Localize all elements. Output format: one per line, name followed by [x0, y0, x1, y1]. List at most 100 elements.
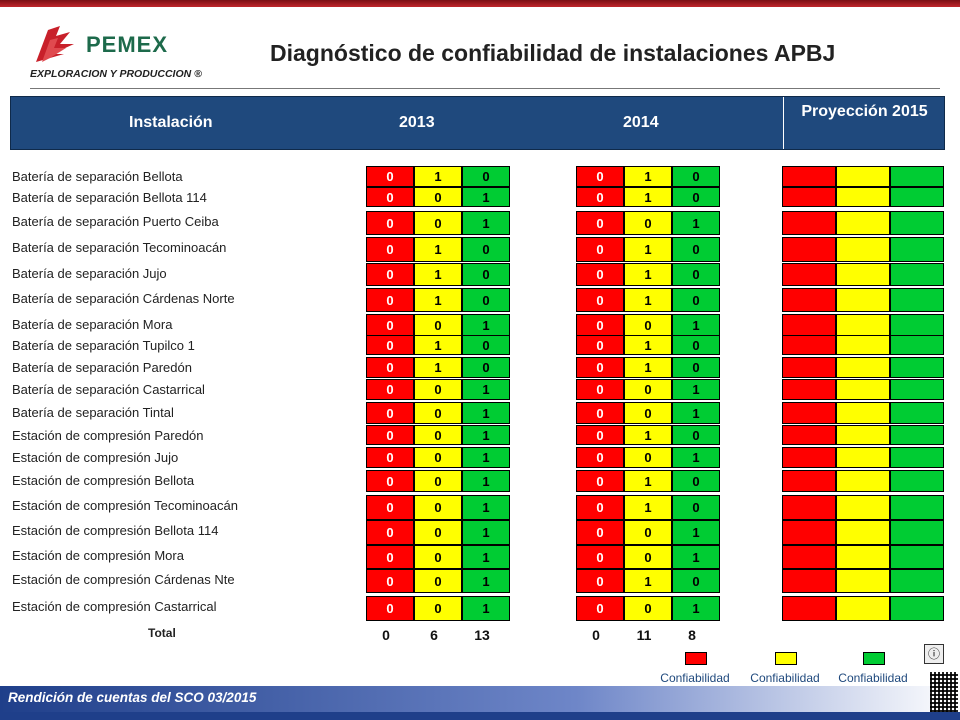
row-label: Batería de separación Puerto Ceiba — [12, 214, 219, 229]
projection-cell — [890, 569, 944, 593]
y2013-cell: 0 — [366, 237, 414, 262]
projection-cell — [836, 211, 890, 235]
row-label: Batería de separación Castarrical — [12, 382, 205, 397]
y2013-cell: 1 — [462, 520, 510, 545]
y2013-cell: 1 — [462, 495, 510, 520]
y2013-cell: 0 — [366, 495, 414, 520]
projection-cell — [782, 447, 836, 468]
y2014-cell: 0 — [576, 569, 624, 593]
y2013-cell: 1 — [462, 425, 510, 445]
y2013-cell: 0 — [462, 166, 510, 187]
y2014-cell: 0 — [672, 495, 720, 520]
total-label: Total — [148, 626, 176, 640]
y2013-cell: 0 — [414, 520, 462, 545]
y2013-cell: 0 — [414, 569, 462, 593]
projection-cell — [836, 545, 890, 569]
y2013-cell: 0 — [366, 263, 414, 286]
y2014-cell: 0 — [576, 402, 624, 424]
projection-cell — [782, 335, 836, 355]
y2014-cell: 0 — [672, 263, 720, 286]
col-header-projection-label: Proyección 2015 — [801, 103, 928, 120]
total-2014-green: 8 — [688, 627, 696, 643]
projection-cell — [890, 447, 944, 468]
y2013-cell: 0 — [462, 357, 510, 378]
y2013-cell: 1 — [462, 379, 510, 400]
y2014-cell: 1 — [624, 237, 672, 262]
y2013-cell: 0 — [414, 425, 462, 445]
y2014-cell: 1 — [672, 211, 720, 235]
y2013-cell: 0 — [366, 569, 414, 593]
y2014-cell: 0 — [672, 187, 720, 207]
y2014-cell: 1 — [624, 335, 672, 355]
row-label: Batería de separación Bellota 114 — [12, 190, 207, 205]
projection-cell — [836, 402, 890, 424]
projection-cell — [782, 237, 836, 262]
y2013-cell: 0 — [414, 596, 462, 621]
legend-yellow-swatch — [775, 652, 797, 665]
y2014-cell: 0 — [624, 596, 672, 621]
projection-cell — [836, 314, 890, 336]
y2014-cell: 0 — [672, 237, 720, 262]
projection-cell — [782, 470, 836, 492]
y2014-cell: 0 — [576, 470, 624, 492]
y2014-cell: 0 — [576, 187, 624, 207]
y2013-cell: 1 — [414, 237, 462, 262]
y2013-cell: 0 — [366, 288, 414, 312]
y2013-cell: 0 — [414, 314, 462, 336]
y2014-cell: 0 — [624, 314, 672, 336]
info-icon[interactable]: ⓘ — [924, 644, 944, 664]
y2014-cell: 0 — [624, 520, 672, 545]
y2013-cell: 0 — [414, 402, 462, 424]
pemex-eagle-icon — [36, 26, 74, 62]
projection-cell — [782, 545, 836, 569]
y2014-cell: 0 — [672, 357, 720, 378]
y2013-cell: 1 — [462, 447, 510, 468]
row-label: Batería de separación Tintal — [12, 405, 174, 420]
y2013-cell: 0 — [366, 470, 414, 492]
y2013-cell: 0 — [414, 211, 462, 235]
y2014-cell: 0 — [672, 425, 720, 445]
projection-cell — [890, 520, 944, 545]
projection-cell — [890, 335, 944, 355]
projection-cell — [836, 447, 890, 468]
projection-cell — [782, 211, 836, 235]
y2014-cell: 0 — [624, 379, 672, 400]
col-header-2013: 2013 — [399, 114, 435, 131]
total-2013-red: 0 — [382, 627, 390, 643]
y2014-cell: 1 — [672, 520, 720, 545]
row-label: Estación de compresión Tecominoacán — [12, 498, 238, 513]
y2013-cell: 1 — [462, 545, 510, 569]
pemex-logo: PEMEX EXPLORACION Y PRODUCCION ® — [30, 22, 202, 82]
y2013-cell: 1 — [414, 335, 462, 355]
projection-cell — [782, 402, 836, 424]
y2013-cell: 1 — [414, 263, 462, 286]
projection-cell — [782, 425, 836, 445]
projection-cell — [836, 470, 890, 492]
y2014-cell: 0 — [576, 314, 624, 336]
y2014-cell: 0 — [576, 335, 624, 355]
y2013-cell: 1 — [462, 569, 510, 593]
total-2013-yellow: 6 — [430, 627, 438, 643]
y2014-cell: 1 — [672, 314, 720, 336]
y2013-cell: 0 — [366, 447, 414, 468]
y2013-cell: 1 — [462, 314, 510, 336]
y2013-cell: 0 — [366, 314, 414, 336]
y2013-cell: 1 — [462, 596, 510, 621]
projection-cell — [782, 166, 836, 187]
qr-code-icon — [930, 672, 958, 712]
y2013-cell: 0 — [366, 357, 414, 378]
projection-cell — [890, 425, 944, 445]
projection-cell — [782, 288, 836, 312]
y2014-cell: 0 — [576, 263, 624, 286]
y2014-cell: 1 — [672, 447, 720, 468]
projection-cell — [836, 379, 890, 400]
projection-cell — [890, 545, 944, 569]
y2014-cell: 0 — [672, 166, 720, 187]
y2014-cell: 1 — [624, 288, 672, 312]
y2014-cell: 0 — [576, 495, 624, 520]
y2014-cell: 0 — [576, 379, 624, 400]
y2013-cell: 0 — [366, 545, 414, 569]
row-label: Estación de compresión Castarrical — [12, 599, 217, 614]
total-2014-red: 0 — [592, 627, 600, 643]
y2014-cell: 0 — [576, 237, 624, 262]
